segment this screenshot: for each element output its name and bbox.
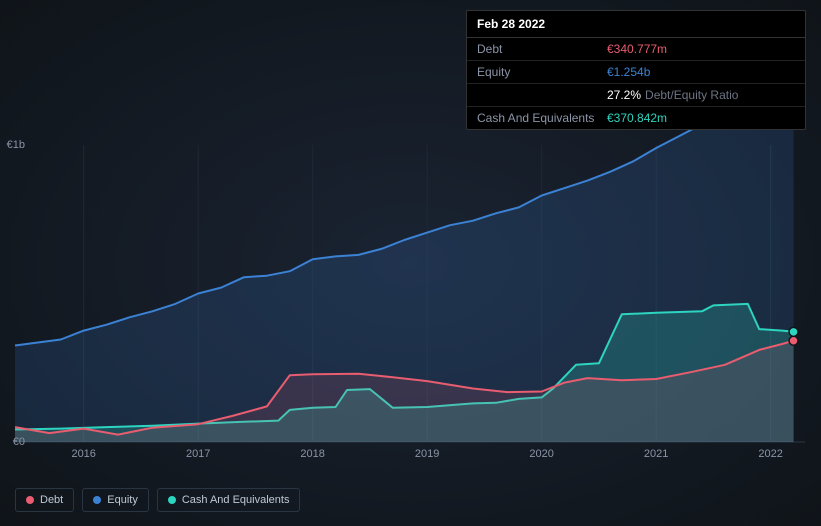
legend-item-equity[interactable]: Equity [82,488,149,512]
legend-label: Cash And Equivalents [182,494,290,506]
tooltip-value: €340.777m [607,42,667,56]
chart-tooltip: Feb 28 2022 Debt€340.777mEquity€1.254b27… [466,10,806,130]
x-axis-label: 2020 [529,448,553,460]
chart-legend: Debt Equity Cash And Equivalents [15,488,300,512]
tooltip-row: Debt€340.777m [467,38,805,61]
y-axis-label: €0 [13,436,25,448]
tooltip-value: €370.842m [607,111,667,125]
legend-label: Debt [40,494,63,506]
y-axis-label: €1b [7,139,25,151]
tooltip-label: Debt [477,42,607,56]
legend-item-cash-and-equivalents[interactable]: Cash And Equivalents [157,488,301,512]
tooltip-row: Equity€1.254b [467,61,805,84]
legend-dot-icon [26,496,34,504]
tooltip-row: Cash And Equivalents€370.842m [467,107,805,129]
tooltip-label [477,88,607,102]
series-end-marker [789,327,798,336]
x-axis-labels: 2016 2017 2018 2019 2020 2021 2022 [45,448,806,464]
series-end-marker [789,336,798,345]
legend-label: Equity [107,494,138,506]
x-axis-label: 2018 [300,448,324,460]
x-axis-label: 2021 [644,448,668,460]
tooltip-value: €1.254b [607,65,650,79]
legend-dot-icon [168,496,176,504]
tooltip-label: Cash And Equivalents [477,111,607,125]
legend-item-debt[interactable]: Debt [15,488,74,512]
tooltip-value: 27.2% [607,88,641,102]
tooltip-extra: Debt/Equity Ratio [645,88,738,102]
legend-dot-icon [93,496,101,504]
tooltip-date: Feb 28 2022 [467,11,805,38]
tooltip-label: Equity [477,65,607,79]
x-axis-label: 2017 [186,448,210,460]
x-axis-label: 2022 [758,448,782,460]
x-axis-label: 2016 [71,448,95,460]
x-axis-label: 2019 [415,448,439,460]
tooltip-row: 27.2% Debt/Equity Ratio [467,84,805,107]
